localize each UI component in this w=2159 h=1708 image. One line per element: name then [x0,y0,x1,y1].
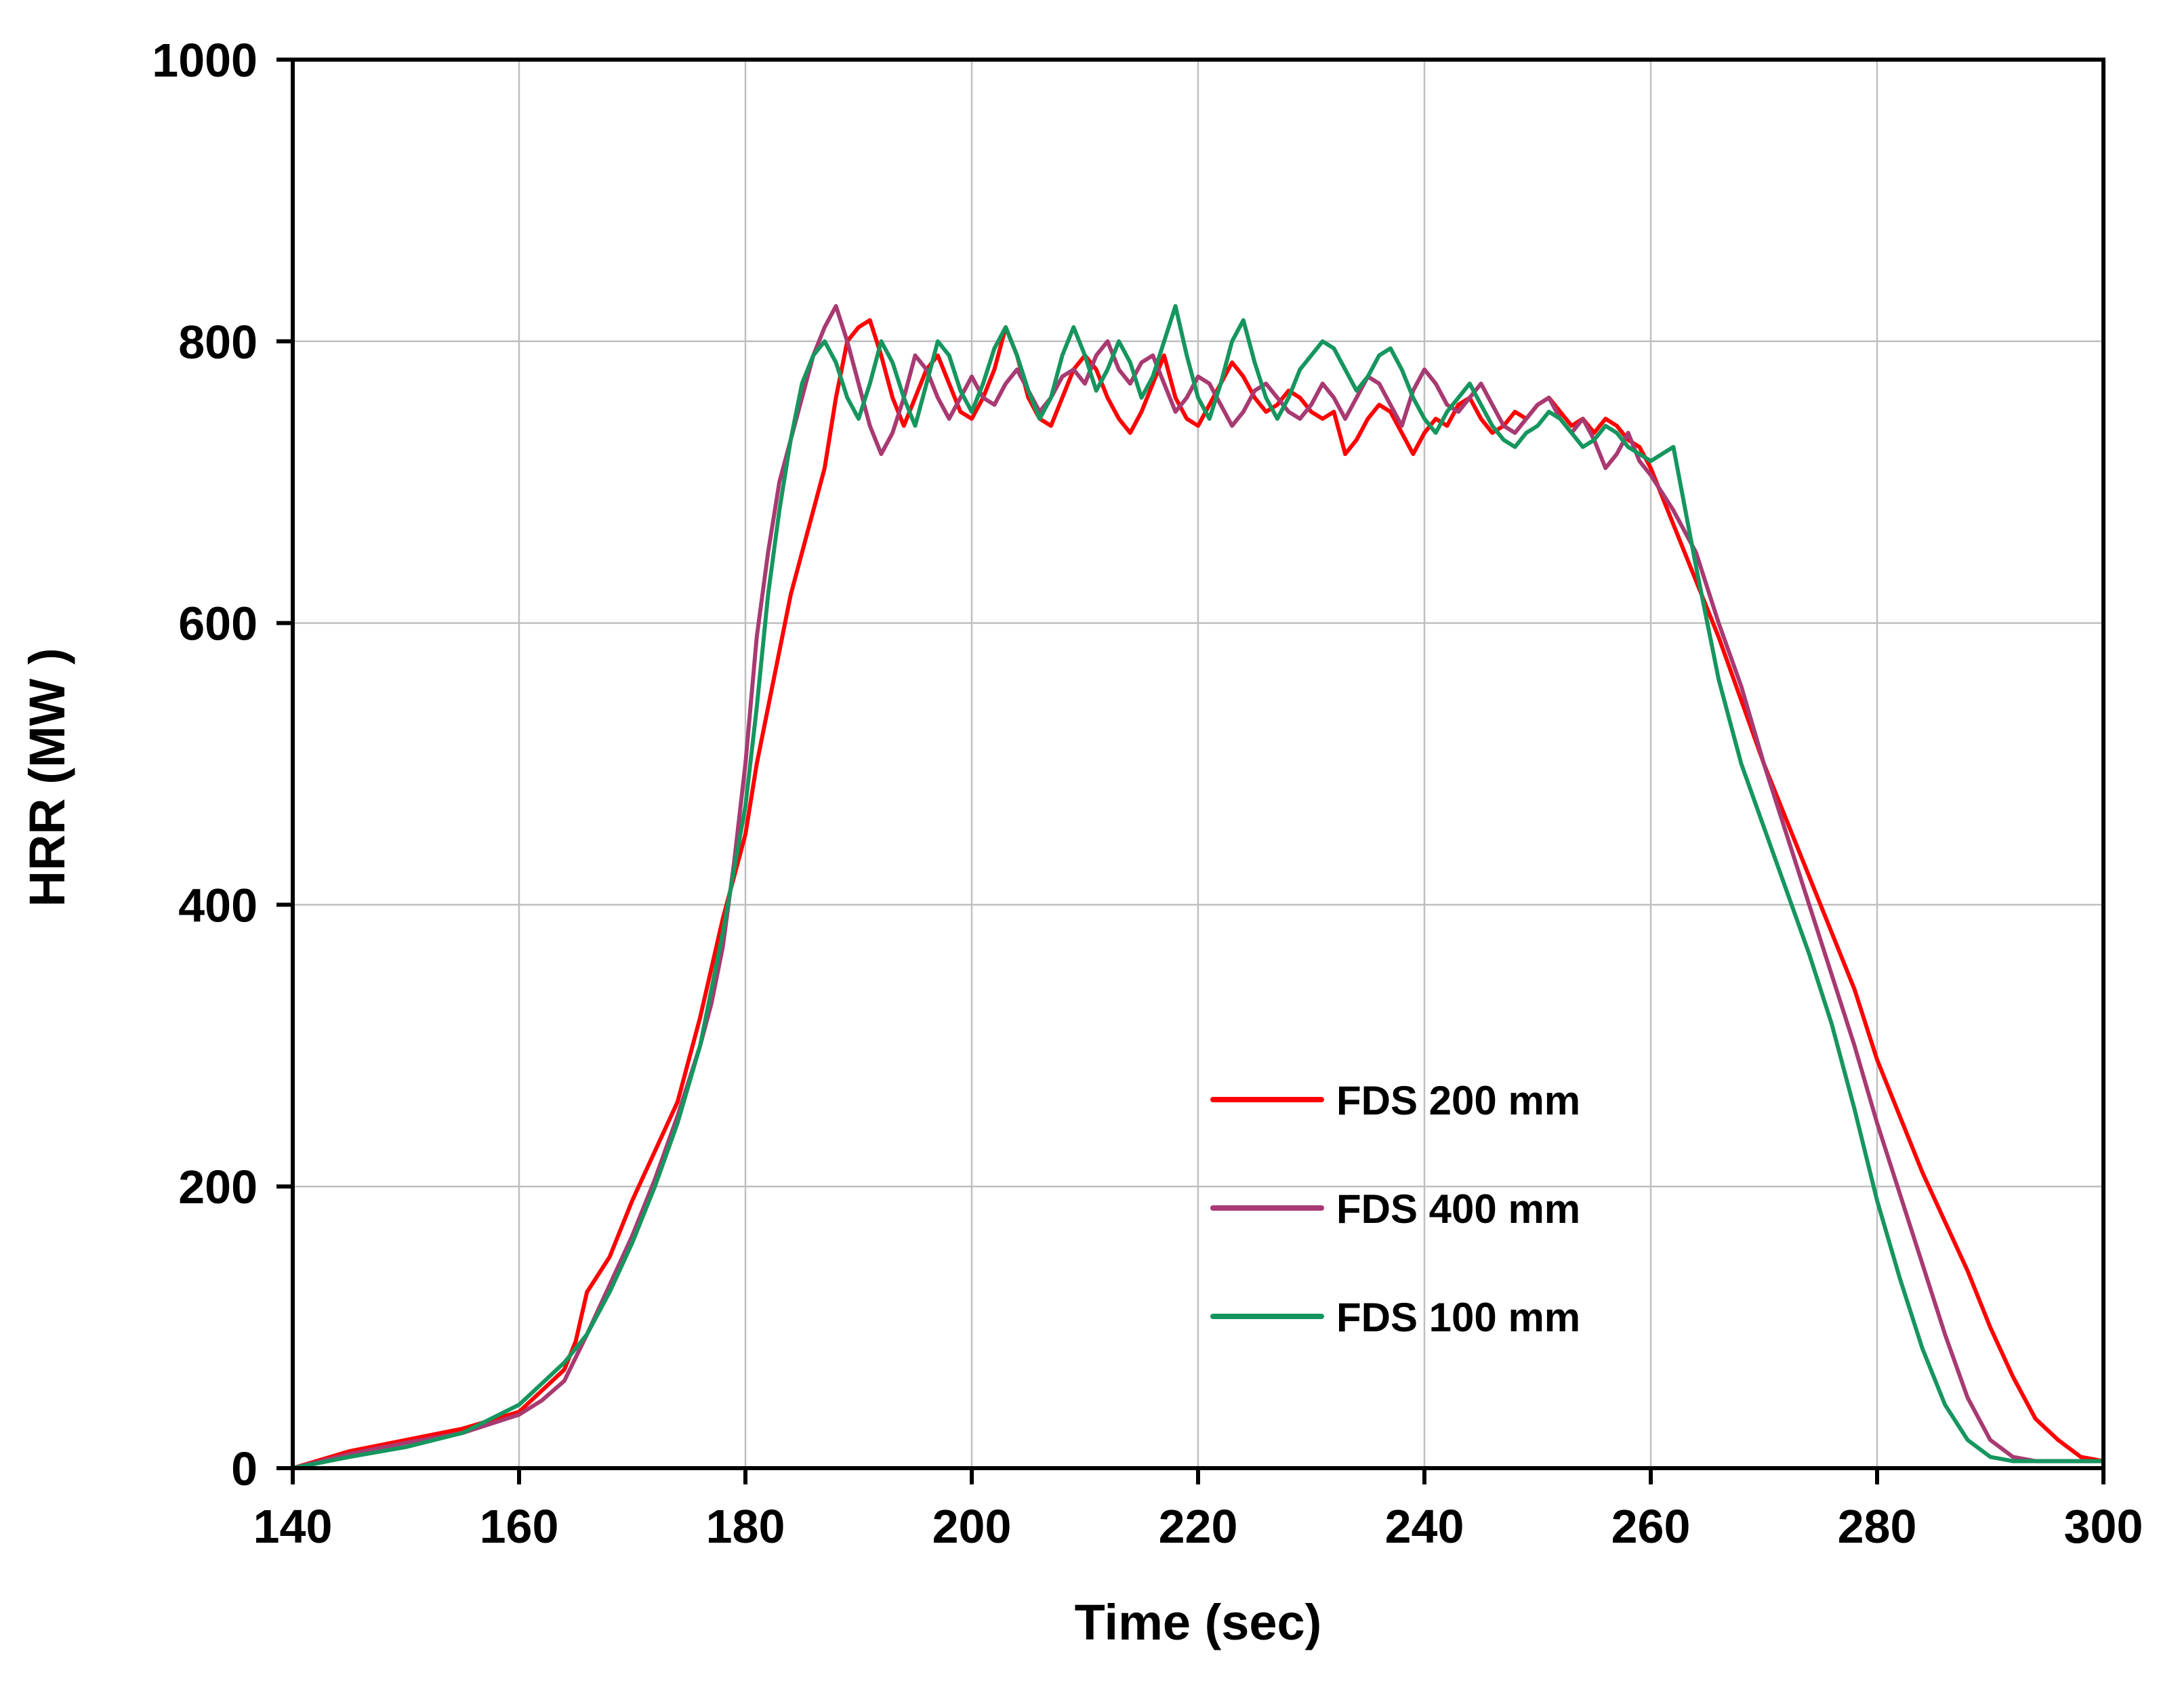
y-axis-title: HRR (MW ) [19,648,75,907]
series-line-fds-100-mm [291,304,2105,1470]
legend-label-fds-400-mm: FDS 400 mm [1336,1186,1580,1232]
y-tick-label: 600 [178,598,258,650]
x-tick-label: 200 [932,1500,1012,1553]
gridlines [291,58,2105,1470]
x-tick-label: 160 [480,1500,559,1553]
y-tick-label: 0 [231,1442,258,1495]
axis-ticks [276,58,2105,1484]
y-tick-label: 200 [178,1161,258,1213]
series-line-fds-200-mm [291,318,2105,1470]
x-tick-label: 280 [1838,1500,1917,1553]
series-line-fds-400-mm [291,304,2105,1470]
y-tick-label: 400 [178,879,258,932]
x-tick-label: 300 [2064,1500,2143,1553]
x-tick-label: 220 [1159,1500,1238,1553]
legend: FDS 200 mm FDS 400 mm FDS 100 mm [1210,1078,1580,1340]
series-layer [291,304,2105,1470]
legend-label-fds-200-mm: FDS 200 mm [1336,1078,1580,1123]
y-tick-label: 1000 [152,34,258,87]
x-axis-title: Time (sec) [1075,1594,1322,1650]
legend-label-fds-100-mm: FDS 100 mm [1336,1295,1580,1340]
x-tick-label: 240 [1385,1500,1464,1553]
y-tick-label: 800 [178,316,258,369]
x-tick-label: 180 [706,1500,785,1553]
x-tick-label: 140 [253,1500,333,1553]
x-tick-label: 260 [1611,1500,1691,1553]
x-tick-labels: 140 160 180 200 220 240 260 280 300 [253,1500,2143,1553]
y-tick-labels: 0 200 400 600 800 1000 [152,34,258,1495]
